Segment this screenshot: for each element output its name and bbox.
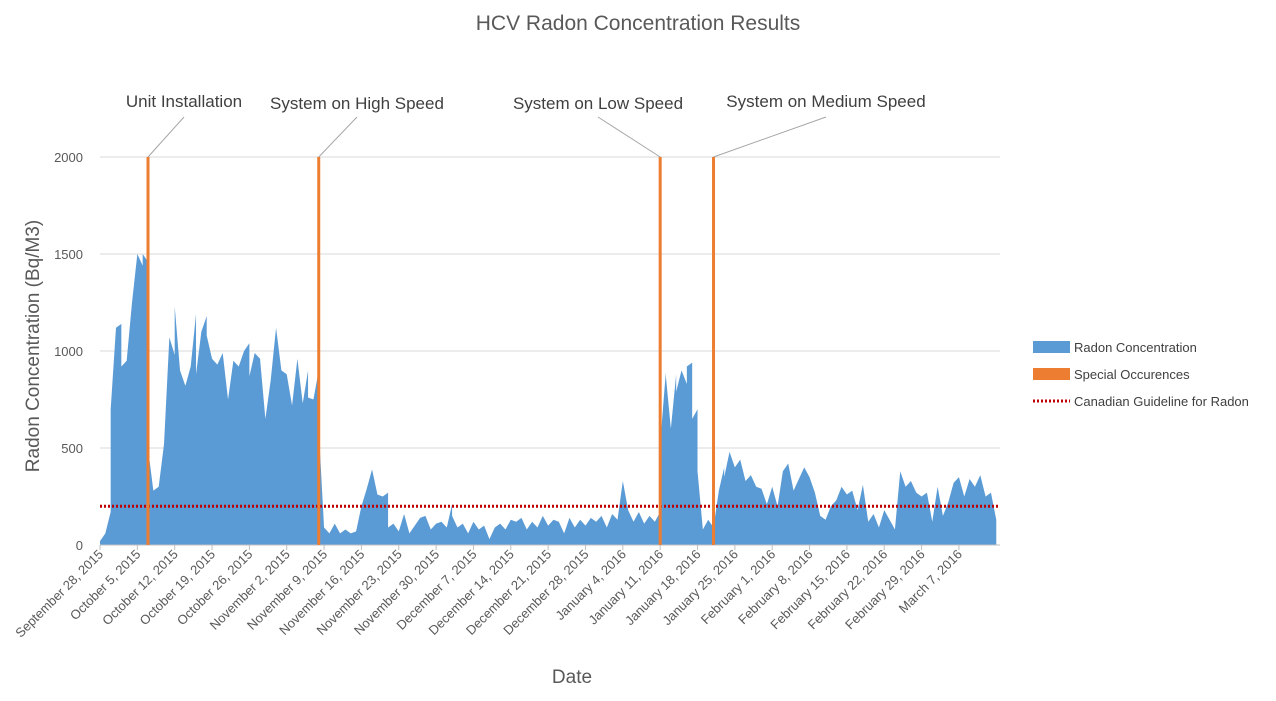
- chart-title: HCV Radon Concentration Results: [475, 12, 801, 35]
- legend-label: Radon Concentration: [1074, 340, 1197, 355]
- y-tick-label: 1500: [54, 247, 83, 262]
- annotation-leader-line: [318, 116, 358, 158]
- y-axis-title: Radon Concentration (Bq/M3): [23, 220, 44, 472]
- y-tick-label: 500: [61, 441, 83, 456]
- annotation-label: System on High Speed: [270, 94, 444, 113]
- annotation-leader-line: [597, 116, 661, 158]
- legend-label: Canadian Guideline for Radon: [1074, 394, 1249, 409]
- annotation-leader-line: [713, 116, 827, 158]
- annotation-label: Unit Installation: [126, 92, 242, 111]
- y-tick-label: 2000: [54, 150, 83, 165]
- annotation-label: System on Low Speed: [513, 94, 683, 113]
- legend-label: Special Occurences: [1074, 367, 1190, 382]
- radon-area: [100, 254, 997, 545]
- annotation-leader-line: [147, 116, 185, 158]
- x-axis-title: Date: [552, 667, 592, 688]
- legend-swatch: [1033, 368, 1070, 380]
- annotation-label: System on Medium Speed: [726, 92, 925, 111]
- y-tick-label: 1000: [54, 344, 83, 359]
- y-tick-label: 0: [76, 538, 83, 553]
- legend-swatch: [1033, 341, 1070, 353]
